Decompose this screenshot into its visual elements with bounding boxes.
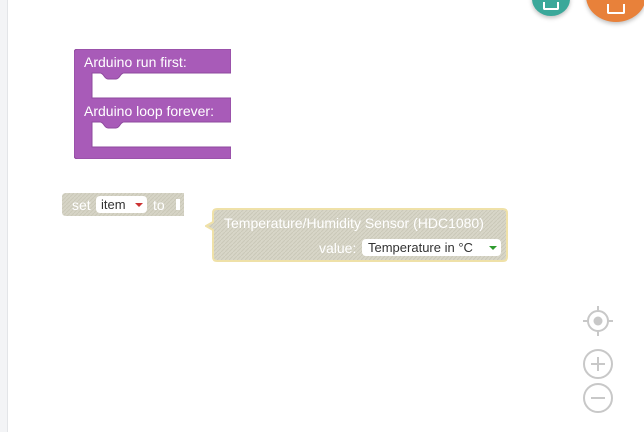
zoom-out-icon xyxy=(583,383,613,413)
temperature-sensor-block[interactable]: Temperature/Humidity Sensor (HDC1080) va… xyxy=(205,208,508,262)
arduino-setup-label: Arduino run first: xyxy=(84,54,187,70)
set-label: set xyxy=(72,197,91,213)
sensor-selected-value: Temperature in °C xyxy=(368,240,473,255)
dropdown-arrow-icon xyxy=(135,203,143,207)
download-button[interactable] xyxy=(586,0,644,22)
zoom-in-icon xyxy=(583,349,613,379)
sensor-title: Temperature/Humidity Sensor (HDC1080) xyxy=(224,215,484,231)
target-icon xyxy=(583,306,613,336)
center-workspace-button[interactable] xyxy=(582,305,614,337)
sensor-value-dropdown[interactable]: Temperature in °C xyxy=(362,239,501,256)
save-button[interactable] xyxy=(532,0,570,16)
arduino-loop-label: Arduino loop forever: xyxy=(84,103,214,119)
zoom-out-button[interactable] xyxy=(582,382,614,414)
download-icon xyxy=(607,4,625,14)
dropdown-arrow-icon xyxy=(489,246,497,250)
to-label: to xyxy=(153,197,165,213)
workspace-left-edge xyxy=(0,0,8,432)
variable-name: item xyxy=(101,197,126,212)
zoom-in-button[interactable] xyxy=(582,348,614,380)
variable-dropdown[interactable]: item xyxy=(96,196,147,213)
set-variable-block[interactable]: set item to xyxy=(62,193,184,216)
sensor-value-label: value: xyxy=(319,240,357,256)
save-icon xyxy=(543,2,559,10)
arduino-main-block[interactable]: Arduino run first: Arduino loop forever: xyxy=(74,49,231,159)
